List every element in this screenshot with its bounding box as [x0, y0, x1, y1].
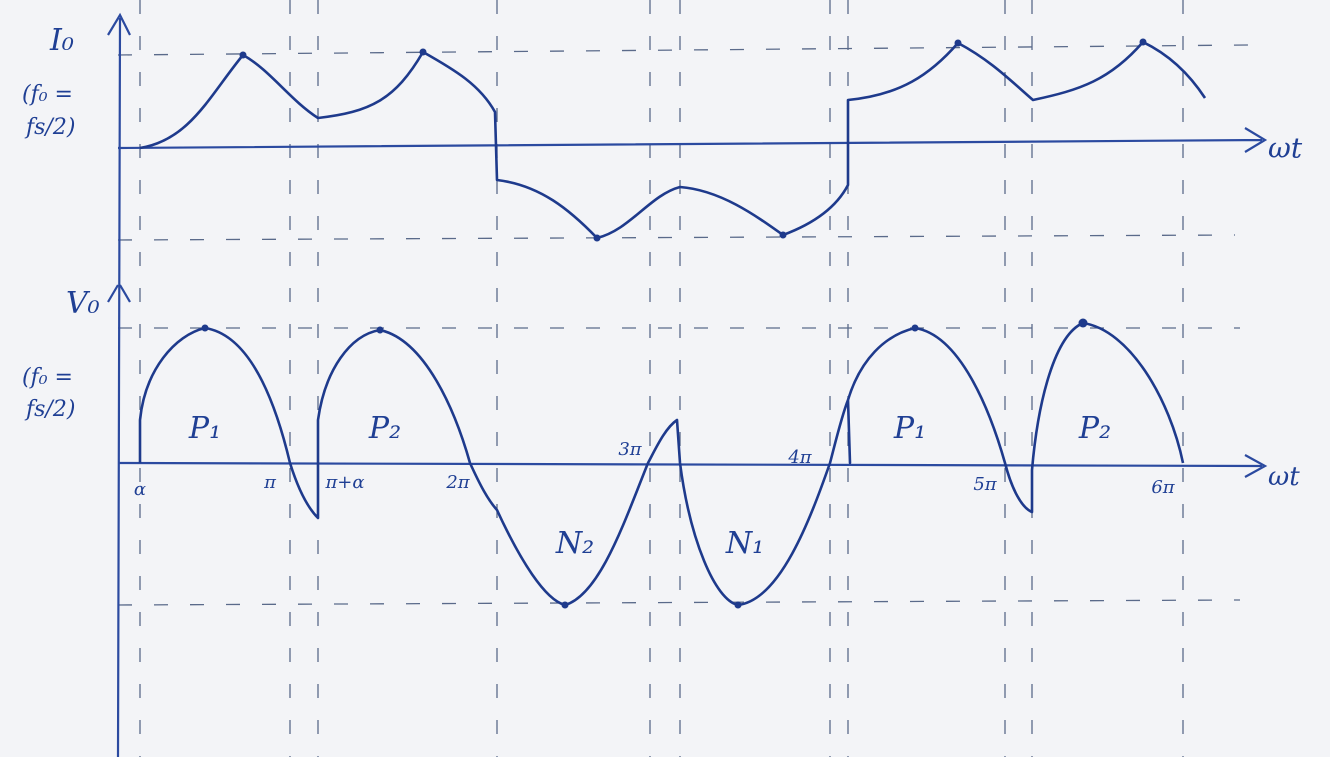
voltage-waveform	[138, 321, 1185, 607]
current-waveform	[139, 40, 1207, 240]
voltage-label: V₀	[66, 286, 100, 321]
region-label: P₁	[893, 411, 926, 446]
dot	[593, 234, 601, 242]
region-label: P₂	[1078, 411, 1111, 446]
dot	[911, 324, 919, 332]
dot	[376, 326, 384, 334]
dot	[201, 324, 209, 332]
current-note: (f₀ =	[22, 82, 73, 107]
dot	[734, 601, 742, 609]
axes	[107, 12, 1268, 757]
guide	[117, 44, 1251, 56]
tick-label: α	[134, 479, 146, 500]
tick-label: 4π	[787, 447, 812, 468]
current-note: fs/2)	[24, 115, 75, 140]
guide	[117, 234, 1236, 241]
time-label: ωt	[1268, 462, 1300, 492]
dot	[779, 231, 787, 239]
tick-label: π	[263, 472, 277, 493]
region-label: N₁	[725, 526, 764, 561]
region-label: P₂	[368, 411, 401, 446]
current-label: I₀	[49, 23, 74, 58]
voltage-note: (f₀ =	[22, 365, 73, 390]
dot	[1139, 38, 1147, 46]
v-axis-arrow	[107, 284, 131, 303]
dot	[239, 51, 247, 59]
region-label: P₁	[188, 411, 221, 446]
dot	[954, 39, 962, 47]
top-time-axis	[117, 127, 1268, 153]
peak-dots	[201, 38, 1147, 609]
bottom-time-axis	[117, 454, 1268, 478]
guide-lines	[117, 0, 1251, 757]
tick-label: 6π	[1151, 477, 1175, 498]
vertical-axis	[107, 12, 131, 757]
region-label: N₂	[555, 526, 594, 561]
voltage-note: fs/2)	[24, 397, 75, 422]
tick-label: 5π	[973, 474, 997, 495]
tick-label: π+α	[324, 472, 364, 493]
dot	[419, 48, 427, 56]
dot	[1078, 318, 1088, 328]
time-label: ωt	[1268, 132, 1303, 165]
tick-label: 3π	[618, 439, 642, 460]
guide	[117, 599, 1241, 606]
tick-label: 2π	[445, 472, 470, 493]
dot	[561, 601, 569, 609]
